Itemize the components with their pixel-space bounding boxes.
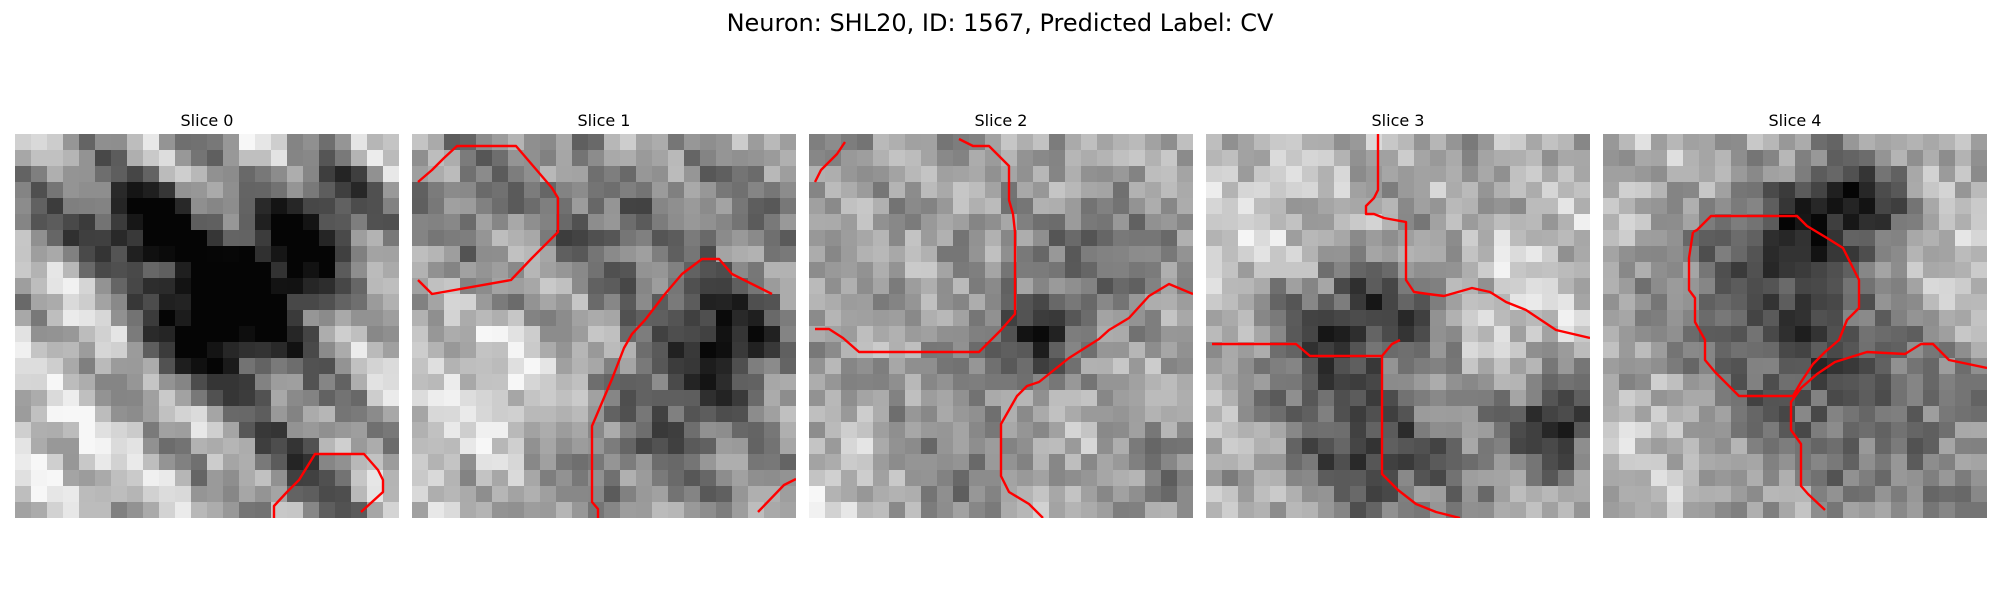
segmentation-contour [757,477,796,513]
segmentation-contour [1687,214,1861,398]
slice-panel-2: Slice 2 [809,108,1193,518]
slice-panel-1: Slice 1 [412,108,796,518]
pixel-grid [809,134,1193,518]
segmentation-contour [813,141,846,183]
segmentation-contour [272,452,385,518]
slice-image-1 [412,134,796,518]
slice-image-3 [1206,134,1590,518]
slice-image-4 [1603,134,1987,518]
slice-title-3: Slice 3 [1371,111,1425,130]
pixel-grid [15,134,399,518]
slice-panel-0: Slice 0 [15,108,399,518]
slice-image-1-svg [412,134,796,518]
slice-title-0: Slice 0 [180,111,234,130]
segmentation-contour [999,282,1193,518]
slice-image-0 [15,134,399,518]
segmentation-contour [590,257,773,518]
segmentation-contour [1212,338,1401,358]
slice-image-0-svg [15,134,399,518]
figure-title: Neuron: SHL20, ID: 1567, Predicted Label… [726,9,1274,37]
slice-image-2 [809,134,1193,518]
segmentation-contour [815,137,1017,354]
slice-panel-3: Slice 3 [1206,108,1590,518]
segmentation-contour [1364,134,1590,340]
pixel-grid [1206,134,1590,518]
segmentation-contour [1380,356,1461,518]
slice-title-1: Slice 1 [577,111,631,130]
segmentation-contour [417,144,560,296]
slice-image-3-svg [1206,134,1590,518]
slice-title-2: Slice 2 [974,111,1028,130]
slice-image-4-svg [1603,134,1987,518]
pixel-grid [1603,134,1987,518]
slice-panel-4: Slice 4 [1603,108,1987,518]
slice-image-2-svg [809,134,1193,518]
slice-title-4: Slice 4 [1768,111,1822,130]
segmentation-contour [1789,342,1987,511]
pixel-grid [412,134,796,518]
